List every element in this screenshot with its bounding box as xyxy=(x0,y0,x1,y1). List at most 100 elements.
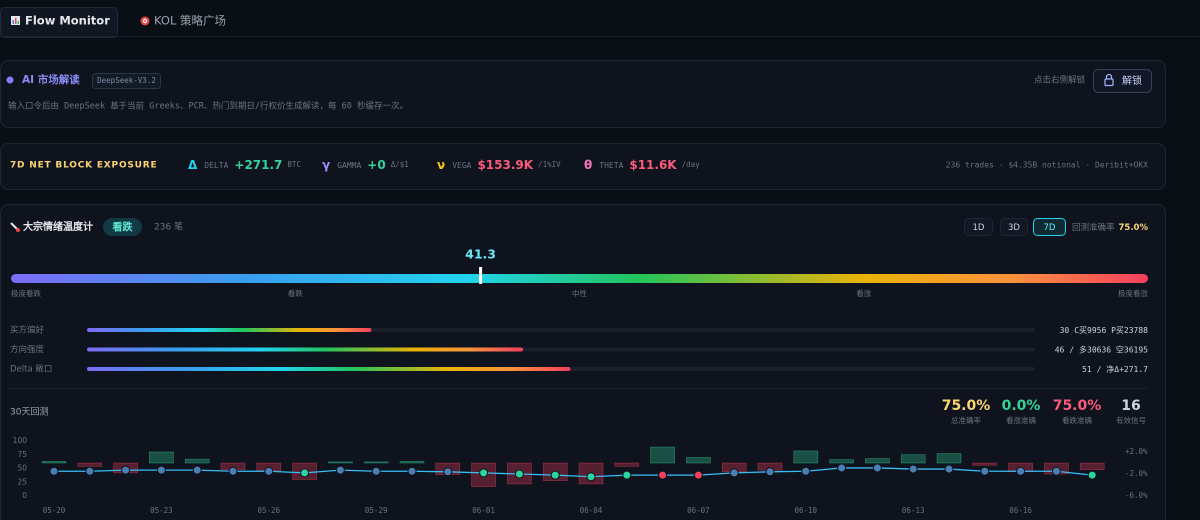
tab-label[interactable]: Flow Monitor xyxy=(25,14,110,28)
period-label[interactable]: 1D xyxy=(973,223,985,233)
score-point xyxy=(443,467,453,477)
factor-text: 30 C买9956 P买23788 xyxy=(1060,326,1149,335)
unlock-label[interactable]: 解锁 xyxy=(1122,74,1142,87)
score-point xyxy=(85,466,95,476)
return-bar xyxy=(41,461,67,464)
accuracy: 回测准确率 75.0% xyxy=(1072,222,1148,233)
stat-label: 有效信号 xyxy=(1116,415,1146,425)
greek-symbol: θ xyxy=(584,158,592,172)
x-tick-label: 05-29 xyxy=(365,506,388,515)
return-bar xyxy=(149,451,174,464)
factor-label: Delta 敞口 xyxy=(10,364,52,375)
return-bar xyxy=(686,457,711,464)
score-point xyxy=(765,467,775,477)
y-tick-label: 100 xyxy=(13,436,28,445)
score-point xyxy=(156,465,166,475)
score-point xyxy=(729,468,739,478)
return-bar xyxy=(936,453,962,464)
score-point xyxy=(944,464,954,474)
return-bar xyxy=(829,459,854,464)
greek-name: THETA xyxy=(599,161,623,170)
factor-value: 46 xyxy=(1055,345,1065,354)
tab-active[interactable] xyxy=(0,7,118,38)
greek: Δ DELTA +271.7 BTC xyxy=(188,158,301,172)
gauge-scale-label: 极度看涨 xyxy=(1118,288,1148,298)
period-button[interactable] xyxy=(1000,218,1028,236)
factor-label: 方向强度 xyxy=(10,344,45,355)
score-point xyxy=(121,465,131,475)
greek-value: +271.7 xyxy=(234,158,282,172)
tab-bar xyxy=(0,0,1200,36)
period-label[interactable]: 7D xyxy=(1044,223,1056,233)
y2-tick-label: -6.0% xyxy=(1125,491,1148,500)
period-button[interactable] xyxy=(964,218,993,236)
score-point xyxy=(693,470,703,480)
score-point xyxy=(407,466,417,476)
factor-text: 51 / 净Δ+271.7 xyxy=(1082,364,1148,374)
return-bar xyxy=(865,458,890,464)
lock-icon xyxy=(1104,73,1114,87)
return-bar xyxy=(972,462,998,466)
gauge-scale-label: 中性 xyxy=(572,288,587,298)
x-tick-label: 05-23 xyxy=(150,506,173,515)
score-point xyxy=(801,466,811,476)
greek-unit: /1%IV xyxy=(538,160,561,169)
exposure-summary: 236 trades · $4.35B notional · Deribit+O… xyxy=(946,161,1148,170)
stat-label: 看涨准确 xyxy=(1006,415,1036,425)
period-switch: 1D 3D 7D xyxy=(964,218,1066,236)
tab-label[interactable]: KOL 策略广场 xyxy=(154,14,226,28)
status-dot xyxy=(6,76,14,84)
factor-value: 51 xyxy=(1082,365,1092,374)
signal-label: 看跌 xyxy=(113,221,134,234)
gauge-value: 41.3 xyxy=(465,247,496,262)
x-tick-label: 06-10 xyxy=(795,506,818,515)
return-bar xyxy=(650,446,675,464)
score-point xyxy=(1051,466,1061,476)
y-tick-label: 0 xyxy=(22,491,27,500)
score-point xyxy=(300,468,310,478)
score-point xyxy=(335,465,345,475)
return-bar xyxy=(328,461,353,464)
greek-value: +0 xyxy=(367,158,385,172)
x-tick-label: 05-20 xyxy=(43,506,66,515)
greek-value: $153.9K xyxy=(477,158,533,172)
signal-badge xyxy=(103,218,142,236)
x-tick-label: 06-13 xyxy=(902,506,925,515)
ai-panel xyxy=(0,60,1166,128)
greek-unit: BTC xyxy=(287,160,301,169)
factor-value: 30 xyxy=(1060,326,1070,335)
factor-label: 买方偏好 xyxy=(10,325,45,336)
x-tick-label: 06-16 xyxy=(1009,506,1032,515)
greek-value: $11.6K xyxy=(629,158,677,172)
period-button[interactable] xyxy=(1033,218,1066,236)
trade-count: 236 笔 xyxy=(154,221,183,233)
y2-tick-label: +2.0% xyxy=(1125,447,1148,456)
ai-title: AI 市场解读 xyxy=(22,73,80,86)
exposure-panel xyxy=(0,143,1166,190)
exposure-title: 7D NET BLOCK EXPOSURE xyxy=(10,161,157,171)
score-point xyxy=(550,470,560,480)
stat-value: 0.0% xyxy=(1002,398,1041,414)
tab-icon-target xyxy=(140,16,150,26)
greek-name: VEGA xyxy=(452,161,471,170)
score-point xyxy=(1016,466,1026,476)
accuracy-value: 75.0% xyxy=(1119,223,1149,233)
x-tick-label: 06-04 xyxy=(580,506,603,515)
y2-tick-label: -2.0% xyxy=(1125,469,1148,478)
score-line xyxy=(54,467,1093,478)
factor-detail: C买9956 P买23788 xyxy=(1074,326,1148,335)
return-bar xyxy=(363,461,389,464)
greek: γ GAMMA +0 Δ/$1 xyxy=(322,158,409,172)
score-point xyxy=(1087,470,1097,480)
return-bar xyxy=(793,450,819,464)
return-bar xyxy=(399,461,425,464)
greek-name: DELTA xyxy=(204,161,228,170)
score-point xyxy=(872,463,882,473)
thermometer-icon xyxy=(10,222,20,232)
gauge-track xyxy=(11,274,1148,283)
score-point xyxy=(371,466,381,476)
return-bar xyxy=(614,462,640,467)
model-name: DeepSeek-V3.2 xyxy=(97,76,156,85)
period-label[interactable]: 3D xyxy=(1008,223,1020,233)
